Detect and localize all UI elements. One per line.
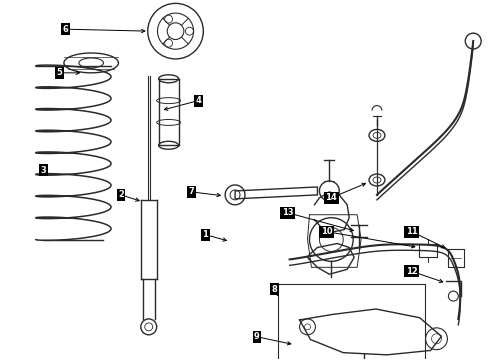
Text: 6: 6 xyxy=(62,25,68,34)
Text: 14: 14 xyxy=(325,193,337,202)
Text: 12: 12 xyxy=(406,267,417,276)
Text: 8: 8 xyxy=(272,285,278,294)
Text: 11: 11 xyxy=(406,227,417,236)
Text: 4: 4 xyxy=(196,96,201,105)
Text: 5: 5 xyxy=(56,68,62,77)
Text: 10: 10 xyxy=(320,227,332,236)
Text: 1: 1 xyxy=(202,230,208,239)
Text: 13: 13 xyxy=(282,208,294,217)
Text: 9: 9 xyxy=(254,332,260,341)
Text: 2: 2 xyxy=(118,190,124,199)
Text: 7: 7 xyxy=(189,188,195,197)
Text: 3: 3 xyxy=(41,166,47,175)
